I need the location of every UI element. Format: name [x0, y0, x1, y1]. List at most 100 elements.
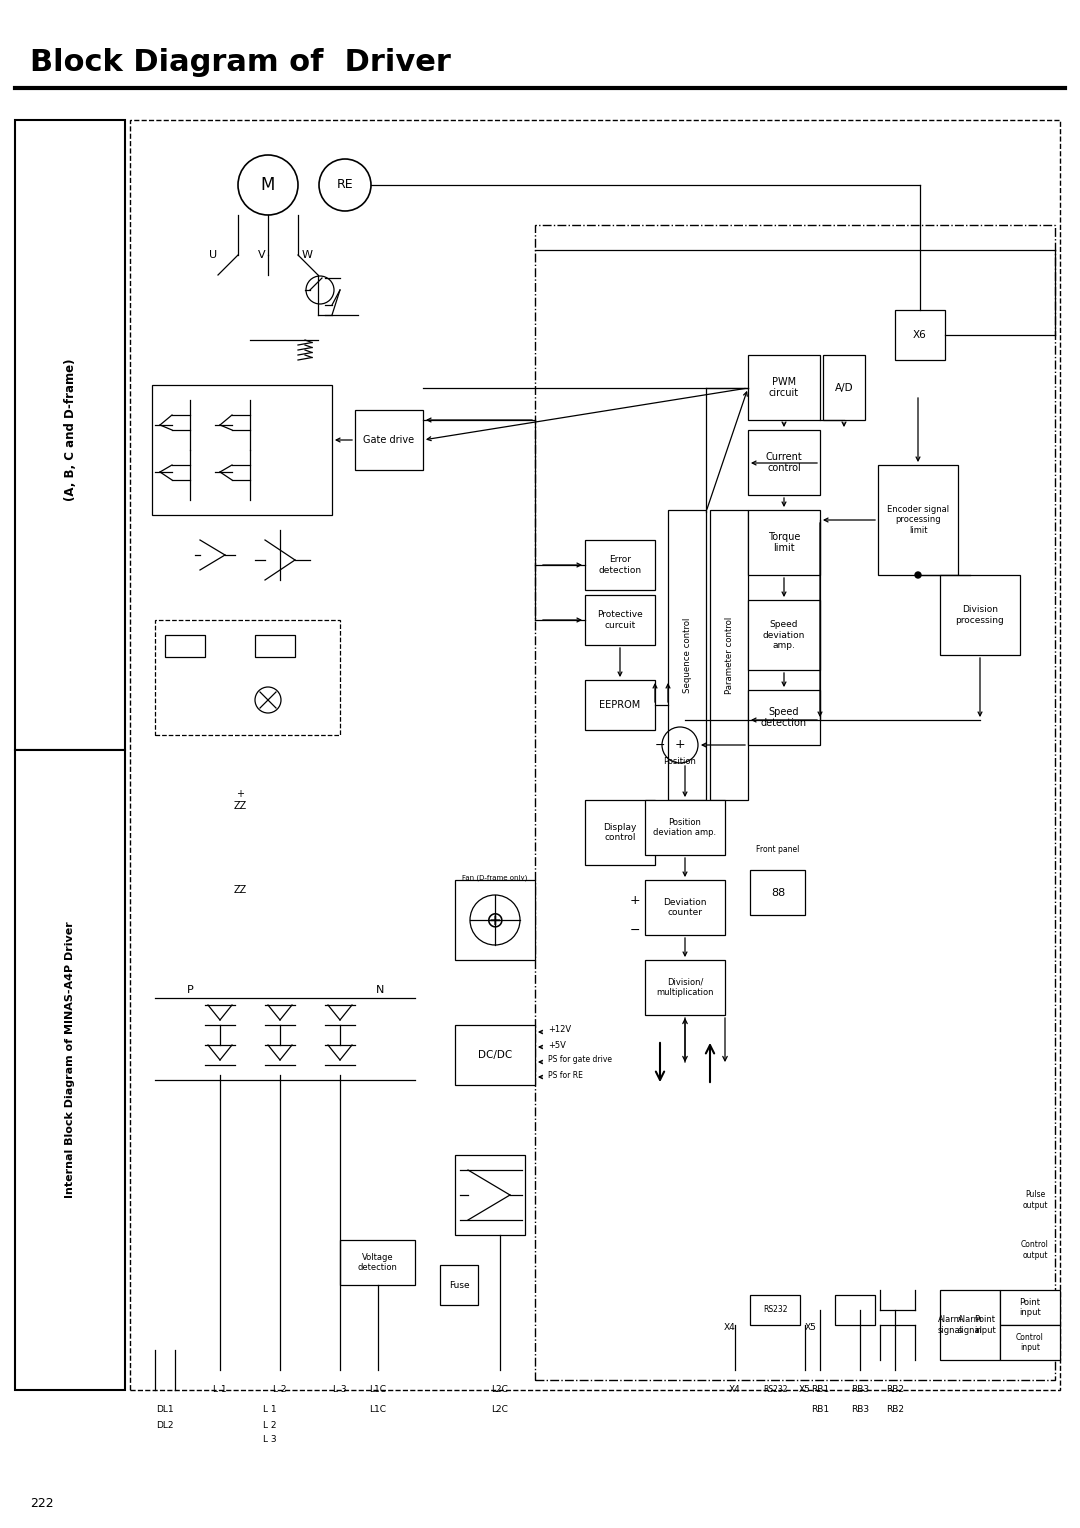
Text: Pulse
output: Pulse output: [1023, 1190, 1048, 1210]
Text: Division/
multiplication: Division/ multiplication: [657, 978, 714, 998]
Text: U: U: [208, 251, 217, 260]
Bar: [355, 410, 423, 471]
Bar: [1000, 1290, 1059, 1325]
Text: Protective
curcuit: Protective curcuit: [597, 610, 643, 630]
Bar: [748, 429, 820, 495]
Bar: [1000, 1325, 1059, 1360]
Bar: [748, 354, 820, 420]
Bar: [645, 880, 725, 935]
Text: −: −: [630, 923, 640, 937]
Bar: [835, 1296, 875, 1325]
Text: X5: X5: [805, 1323, 816, 1332]
Bar: [585, 680, 654, 730]
Text: Fan (D-frame only): Fan (D-frame only): [462, 874, 528, 882]
Bar: [440, 1265, 478, 1305]
Text: L 2: L 2: [273, 1386, 287, 1395]
Text: EEPROM: EEPROM: [599, 700, 640, 711]
Circle shape: [915, 571, 921, 578]
Bar: [940, 1290, 1000, 1360]
Text: L2C: L2C: [491, 1386, 509, 1395]
Text: L 2: L 2: [264, 1421, 276, 1430]
Text: X6: X6: [913, 330, 927, 341]
Bar: [585, 801, 654, 865]
Bar: [750, 869, 805, 915]
Bar: [710, 510, 748, 801]
Text: PS for RE: PS for RE: [548, 1071, 583, 1079]
Text: L 3: L 3: [334, 1386, 347, 1395]
Bar: [15, 121, 125, 750]
Bar: [156, 620, 340, 735]
Text: DC/DC: DC/DC: [477, 1050, 512, 1060]
Bar: [165, 636, 205, 657]
Text: L2C: L2C: [491, 1406, 509, 1415]
Text: Alarm
signal: Alarm signal: [958, 1316, 983, 1334]
Text: M: M: [260, 176, 275, 194]
Text: Torque
limit: Torque limit: [768, 532, 800, 553]
Text: W: W: [301, 251, 312, 260]
Text: Voltage
detection: Voltage detection: [357, 1253, 397, 1273]
Text: 222: 222: [30, 1497, 54, 1510]
Bar: [585, 539, 654, 590]
Text: Display
control: Display control: [604, 822, 637, 842]
Text: V: V: [258, 251, 266, 260]
Text: Block Diagram of  Driver: Block Diagram of Driver: [30, 47, 450, 76]
Bar: [750, 1296, 800, 1325]
Text: Division
processing: Division processing: [956, 605, 1004, 625]
Text: Control
input: Control input: [1016, 1332, 1044, 1352]
Text: Point
input: Point input: [1020, 1297, 1041, 1317]
Text: RB1: RB1: [811, 1386, 829, 1395]
Text: Deviation
counter: Deviation counter: [663, 898, 706, 917]
Text: Alarm
signal: Alarm signal: [937, 1316, 962, 1334]
Text: +: +: [630, 894, 640, 906]
Text: +5V: +5V: [548, 1041, 566, 1050]
Text: Control
output: Control output: [1021, 1241, 1049, 1259]
Text: −: −: [654, 738, 665, 752]
Bar: [152, 385, 332, 515]
Text: RB2: RB2: [886, 1386, 904, 1395]
Text: ⊕: ⊕: [486, 911, 504, 931]
Text: L 3: L 3: [264, 1435, 276, 1444]
Bar: [455, 1025, 535, 1085]
Text: RS232: RS232: [762, 1386, 787, 1395]
Text: Speed
detection: Speed detection: [761, 706, 807, 729]
Text: X4: X4: [729, 1386, 741, 1395]
Text: RB3: RB3: [851, 1386, 869, 1395]
Text: RB1: RB1: [811, 1406, 829, 1415]
Text: L 1: L 1: [264, 1406, 276, 1415]
Bar: [455, 880, 535, 960]
Text: (A, B, C and D-frame): (A, B, C and D-frame): [64, 359, 77, 501]
Bar: [255, 636, 295, 657]
Bar: [748, 510, 820, 575]
Text: N: N: [376, 986, 384, 995]
Text: +
ZZ: + ZZ: [233, 788, 246, 811]
Text: RS232: RS232: [762, 1305, 787, 1314]
Text: PS for gate drive: PS for gate drive: [548, 1056, 612, 1065]
Bar: [895, 310, 945, 361]
Text: Front panel: Front panel: [756, 845, 799, 854]
Text: A/D: A/D: [835, 382, 853, 393]
Bar: [748, 601, 820, 669]
Text: Gate drive: Gate drive: [364, 435, 415, 445]
Text: Sequence control: Sequence control: [683, 617, 691, 692]
Text: Error
detection: Error detection: [598, 555, 642, 575]
Bar: [645, 801, 725, 856]
Text: RB3: RB3: [851, 1406, 869, 1415]
Bar: [940, 575, 1020, 656]
Text: 88: 88: [771, 888, 785, 898]
Text: Internal Block Diagram of MINAS-A4P Driver: Internal Block Diagram of MINAS-A4P Driv…: [65, 921, 75, 1198]
Text: Point
input: Point input: [974, 1316, 996, 1334]
Bar: [535, 225, 1055, 1380]
Bar: [340, 1241, 415, 1285]
Bar: [645, 960, 725, 1015]
Bar: [669, 510, 706, 801]
Text: X4: X4: [724, 1323, 735, 1332]
Text: Current
control: Current control: [766, 452, 802, 474]
Text: DL1: DL1: [157, 1406, 174, 1415]
Text: P: P: [187, 986, 193, 995]
Text: RB2: RB2: [886, 1406, 904, 1415]
Text: L1C: L1C: [369, 1406, 387, 1415]
Text: Speed
deviation
amp.: Speed deviation amp.: [762, 620, 806, 649]
Text: DL2: DL2: [157, 1421, 174, 1430]
Bar: [130, 121, 1059, 1390]
Text: ZZ: ZZ: [233, 885, 246, 895]
